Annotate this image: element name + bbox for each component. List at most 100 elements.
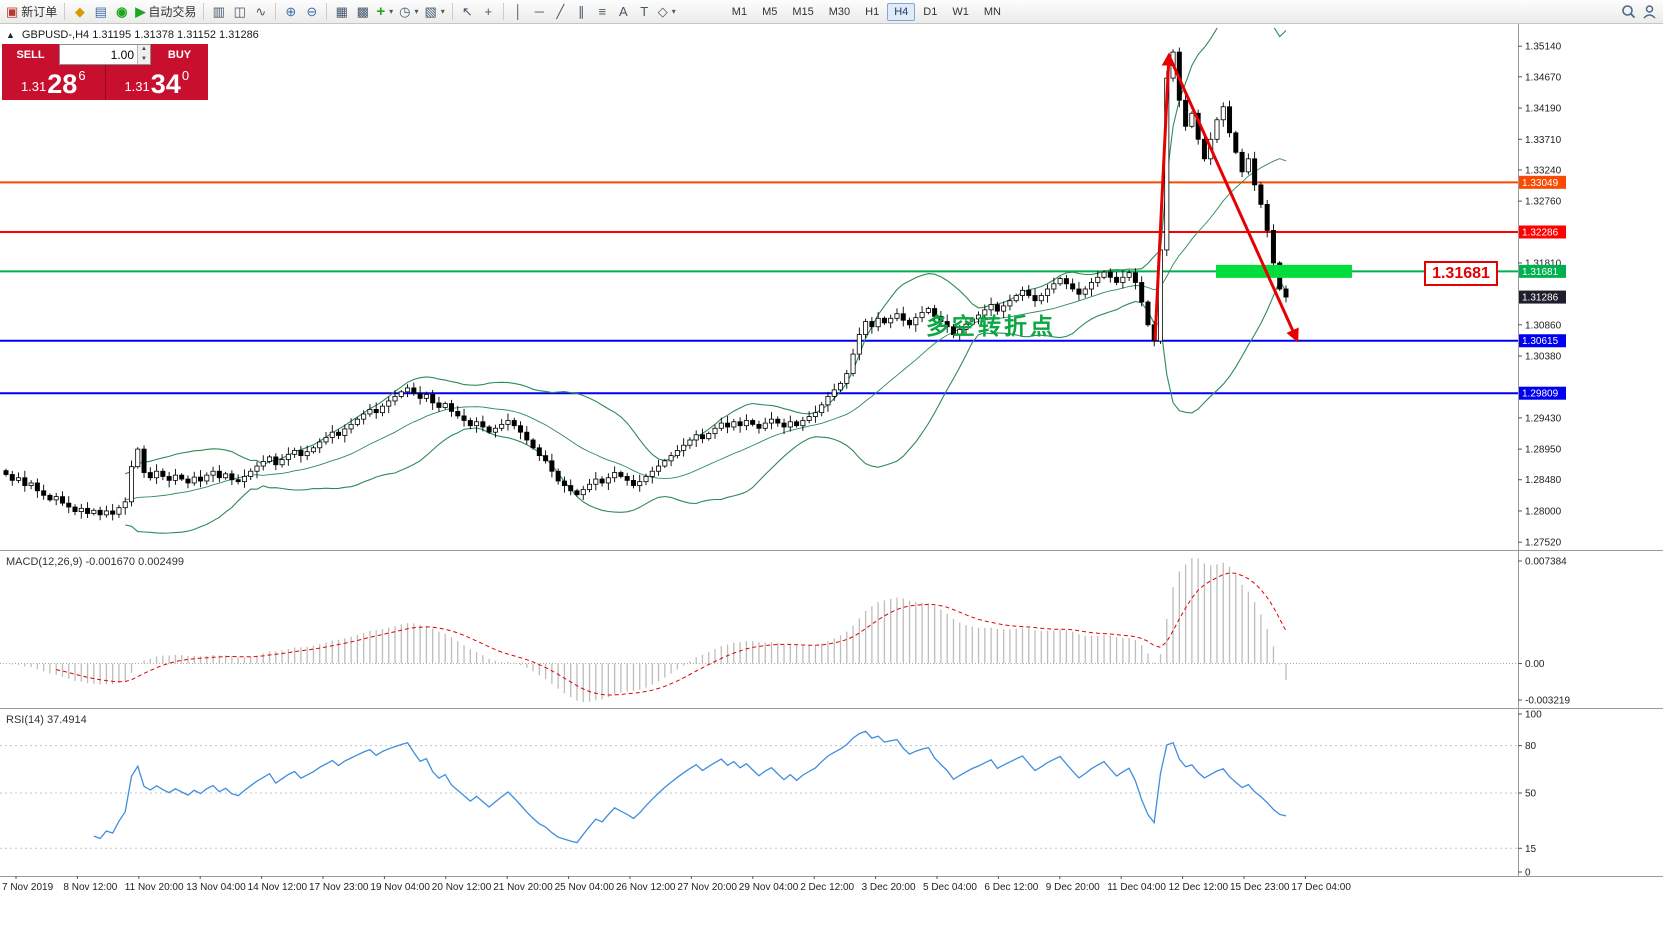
x-axis-tick: 21 Nov 20:00 <box>493 882 553 893</box>
crosshair-icon: + <box>484 4 493 19</box>
trendline-button[interactable]: ╱ <box>550 2 571 22</box>
up-arrow[interactable] <box>1153 52 1176 341</box>
tf-button-h1[interactable]: H1 <box>865 5 880 18</box>
chart-annotation-text[interactable]: 多空转折点 <box>926 313 1056 339</box>
bar-chart-button[interactable]: ▥ <box>208 2 229 22</box>
market-watch-button[interactable]: ▤ <box>90 2 111 22</box>
x-axis-tick: 15 Dec 23:00 <box>1230 882 1290 893</box>
autotrading-icon: ▶ <box>135 4 146 19</box>
macd-label: MACD(12,26,9) -0.001670 0.002499 <box>6 556 184 568</box>
x-axis-tick: 2 Dec 12:00 <box>800 882 854 893</box>
chart-area[interactable]: 1.35140 1.34670 1.34190 1.33710 1.33240 1.327… <box>0 24 1663 946</box>
rsi-axis-tick: 100 <box>1525 710 1542 721</box>
buy-price[interactable]: 1.31 34 0 <box>105 65 208 100</box>
chevron-down-icon: ▾ <box>389 7 394 16</box>
highlight-box[interactable] <box>1216 264 1352 278</box>
auto-arrange-button[interactable]: ▩ <box>352 2 373 22</box>
toolbar-separator <box>502 3 504 20</box>
x-axis-tick: 27 Nov 20:00 <box>677 882 737 893</box>
cursor-button[interactable]: ↖ <box>457 2 478 22</box>
autotrading-label: 自动交易 <box>148 5 197 19</box>
bollinger-lower <box>125 279 1287 534</box>
zoom-out-button[interactable]: ⊖ <box>301 2 322 22</box>
macd-signal-line <box>56 572 1287 696</box>
tile-windows-button[interactable]: ▦ <box>331 2 352 22</box>
tf-button-w1[interactable]: W1 <box>952 5 969 18</box>
timeframe-group: M1 M5 M15 M30 H1 H4 D1 W1 MN <box>725 2 1008 21</box>
candlestick-chart-icon: ◫ <box>233 4 246 19</box>
tf-button-m15[interactable]: M15 <box>792 5 814 18</box>
channel-button[interactable]: ∥ <box>571 2 592 22</box>
buy-button[interactable]: BUY <box>151 44 208 65</box>
y-axis-tick: 1.27520 <box>1525 538 1562 549</box>
zoom-in-button[interactable]: ⊕ <box>280 2 301 22</box>
text-icon: A <box>618 4 628 19</box>
trade-panel-collapse-icon[interactable]: ▲ <box>6 30 15 40</box>
chart-canvas[interactable]: 1.35140 1.34670 1.34190 1.33710 1.33240 1.327… <box>0 24 1663 946</box>
bollinger-middle <box>125 158 1287 500</box>
volume-up-button[interactable]: ▲ <box>138 45 150 55</box>
vertical-line-button[interactable]: │ <box>508 2 529 22</box>
templates-button[interactable]: ▧ ▾ <box>421 2 447 22</box>
person-icon <box>1643 5 1656 19</box>
new-order-button[interactable]: ▣ 新订单 <box>3 2 60 22</box>
rsi-line <box>93 730 1287 844</box>
text-button[interactable]: A <box>613 2 634 22</box>
periods-button[interactable]: ◷ ▾ <box>396 2 421 22</box>
bar-chart-icon: ▥ <box>212 4 225 19</box>
arrows-tool-button[interactable]: ◇ ▾ <box>655 2 679 22</box>
y-axis-tick: 1.32760 <box>1525 197 1562 208</box>
x-axis-tick: 26 Nov 12:00 <box>616 882 676 893</box>
y-axis-tick: 1.28950 <box>1525 445 1562 456</box>
volume-down-button[interactable]: ▼ <box>138 54 150 64</box>
svg-text:1.31286: 1.31286 <box>1522 293 1559 304</box>
sell-button[interactable]: SELL <box>2 44 59 65</box>
crosshair-button[interactable]: + <box>478 2 499 22</box>
candlestick-chart-button[interactable]: ◫ <box>229 2 250 22</box>
price-callout[interactable]: 1.31681 <box>1424 261 1498 286</box>
svg-text:1.31681: 1.31681 <box>1522 267 1559 278</box>
buy-price-prefix: 1.31 <box>124 79 150 94</box>
x-axis-tick: 6 Dec 12:00 <box>984 882 1038 893</box>
chevron-down-icon: ▾ <box>671 7 676 16</box>
y-axis-tick: 1.28000 <box>1525 506 1562 517</box>
price-level-label <box>1519 175 1566 189</box>
macd-axis-tick: 0.00 <box>1525 659 1545 670</box>
tf-button-m30[interactable]: M30 <box>828 5 851 18</box>
metaeditor-icon: ◆ <box>74 4 85 19</box>
search-button[interactable] <box>1618 2 1639 22</box>
toolbar-separator <box>64 3 66 20</box>
tf-button-d1[interactable]: D1 <box>923 5 938 18</box>
y-axis-tick: 1.34670 <box>1525 72 1562 83</box>
sell-price[interactable]: 1.31 28 6 <box>2 65 106 100</box>
fibonacci-button[interactable]: ≡ <box>592 2 613 22</box>
horizontal-line-button[interactable]: ─ <box>529 2 550 22</box>
market-watch-icon: ▤ <box>94 4 107 19</box>
chart-header: ▲ GBPUSD-,H4 1.31195 1.31378 1.31152 1.3… <box>6 29 259 41</box>
sell-price-sup: 6 <box>78 68 86 83</box>
volume-input[interactable] <box>60 45 137 64</box>
tf-button-m1[interactable]: M1 <box>731 5 748 18</box>
x-axis-tick: 14 Nov 12:00 <box>248 882 308 893</box>
navigator-icon: ◉ <box>116 4 128 19</box>
tf-button-m5[interactable]: M5 <box>762 5 778 18</box>
x-axis-tick: 12 Dec 12:00 <box>1169 882 1229 893</box>
text-label-button[interactable]: T <box>634 2 655 22</box>
down-arrow[interactable] <box>1169 59 1299 343</box>
search-icon <box>1622 5 1636 19</box>
fibonacci-icon: ≡ <box>598 4 607 19</box>
buy-price-big: 34 <box>150 69 181 99</box>
tf-button-mn[interactable]: MN <box>983 5 1001 18</box>
tf-button-h4[interactable]: H4 <box>887 2 916 21</box>
autotrading-button[interactable]: ▶ 自动交易 <box>132 2 199 22</box>
toolbar-separator <box>451 3 453 20</box>
metaeditor-button[interactable]: ◆ <box>69 2 90 22</box>
navigator-button[interactable]: ◉ <box>111 2 132 22</box>
x-axis-tick: 25 Nov 04:00 <box>555 882 615 893</box>
x-axis-tick: 17 Nov 23:00 <box>309 882 369 893</box>
community-button[interactable] <box>1639 2 1660 22</box>
line-chart-button[interactable]: ∿ <box>250 2 271 22</box>
sell-price-big: 28 <box>47 69 78 99</box>
toolbar-separator <box>326 3 328 20</box>
indicators-button[interactable]: + ▾ <box>373 2 396 22</box>
